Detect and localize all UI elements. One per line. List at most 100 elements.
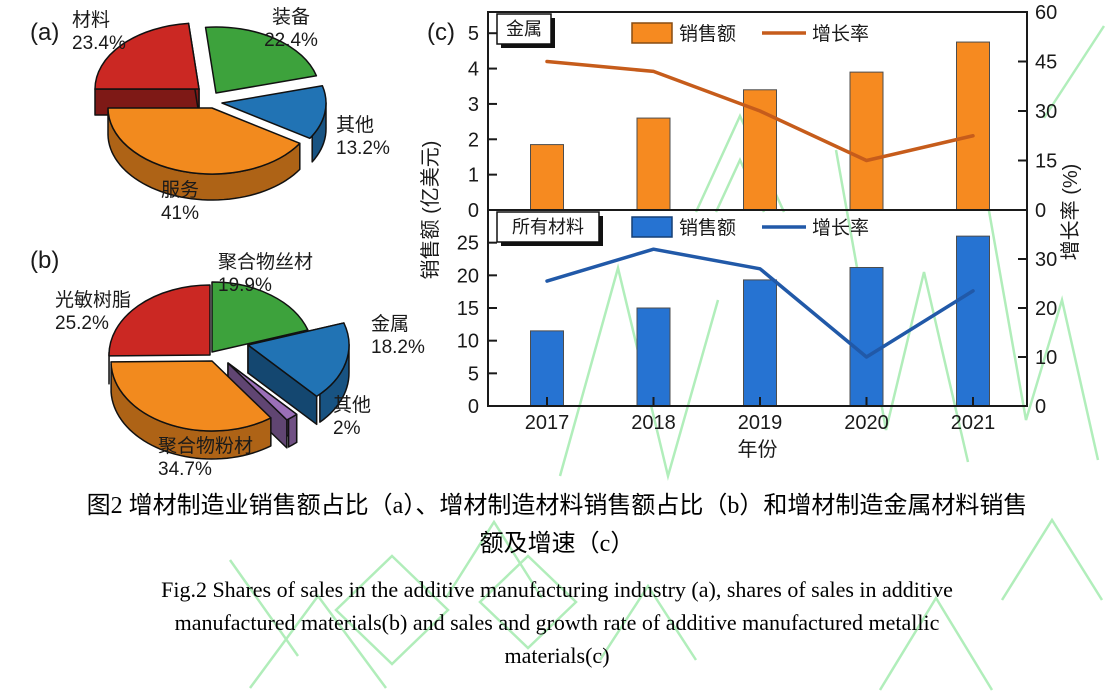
caption-en: Fig.2 Shares of sales in the additive ma… [0,573,1114,672]
pie-slice-top [110,360,272,432]
watermark-shape [1000,517,1104,601]
panel-letter: (a) [30,19,59,46]
left-tick-label: 1 [468,165,479,187]
left-tick-label: 0 [468,396,479,418]
pie-slice-percent: 13.2% [336,138,390,159]
pie-slice-percent: 41% [161,203,199,224]
pie-slice-percent: 22.4% [264,30,318,51]
pie-slice-top [108,284,211,357]
x-axis-title: 年份 [738,438,778,461]
pie-pie_b-slice-0 [211,281,309,353]
pie-slice-percent: 18.2% [371,337,425,358]
right-tick-label: 30 [1035,249,1057,271]
pie-slice-percent: 34.7% [158,459,212,480]
pie-slice-name: 聚合物丝材 [218,251,313,273]
bar-metal-2017 [530,144,564,211]
pie-slice-rim [287,413,298,448]
panel-letter: (b) [30,247,59,274]
line-metal [545,59,975,163]
legend-bar-swatch [631,216,673,238]
pie-slice-percent: 19.9% [218,275,272,296]
left-tick-label: 20 [457,265,479,287]
pie-pie_b-slice-4 [108,284,211,385]
watermark-shape [878,595,994,691]
pie-pie_a-slice-3 [107,107,301,201]
x-tick-label: 2018 [631,412,676,434]
legend-bar-label: 销售额 [679,217,736,239]
pie-slice-top [107,107,301,175]
panel-tag-label: 金属 [506,19,542,39]
pie-slice-name: 其他 [333,394,371,416]
bar-all_materials-2021 [956,235,990,407]
pie-pie_b: 聚合物丝材19.9%金属18.2%其他2%聚合物粉材34.7%光敏树脂25.2%… [30,247,425,480]
plot-frame [487,209,1028,407]
figure-caption: 图2 增材制造业销售额占比（a）、增材制造材料销售额占比（b）和增材制造金属材料… [0,487,1114,672]
pie-pie_b-slice-1 [247,322,350,426]
left-tick-label: 5 [468,363,479,385]
left-tick-label: 3 [468,94,479,116]
x-tick-label: 2019 [738,412,783,434]
pie-slice-top [204,26,318,94]
caption-en-line3: materials(c) [504,643,610,668]
bar-metal-2018 [636,117,671,211]
bar-metal-2021 [956,41,990,211]
watermark-pattern [228,25,1106,691]
watermark-shape [478,554,578,650]
pie-slice-top [221,85,327,140]
pie-slice-name: 材料 [72,9,110,31]
legend-line-label: 增长率 [812,217,869,239]
watermark-shape [248,593,388,689]
combo-panel-all_materials: 0 5 10 15 20 25 0 10 20 30 销售额 增长率 所有材料 [457,209,1057,418]
x-axis: 2017 2018 2019 2020 2021 年份 [525,397,996,461]
pie-pie_a-slice-2 [221,85,327,163]
caption-en-line1: Fig.2 Shares of sales in the additive ma… [161,577,953,602]
bar-all_materials-2017 [530,330,564,407]
left-tick-label: 15 [457,298,479,320]
pie-slice-name: 金属 [371,313,409,335]
x-tick-label: 2021 [951,412,996,434]
right-tick-label: 60 [1035,2,1057,24]
bar-metal-2020 [849,71,884,211]
right-tick-label: 0 [1035,200,1046,222]
line-all_materials [545,247,975,359]
right-tick-label: 0 [1035,396,1046,418]
pie-slice-percent: 23.4% [72,33,126,54]
pie-slice-top [211,281,309,353]
panel-letter: (c) [427,19,455,46]
pie-slice-name: 光敏树脂 [55,289,131,311]
pie-slice-top [94,22,200,90]
right-tick-label: 15 [1035,151,1057,173]
pie-pie_b-label-2: 其他2% [333,394,371,439]
pie-slice-top [247,322,350,398]
right-tick-label: 10 [1035,347,1057,369]
pie-slice-name: 服务 [161,179,199,201]
pie-slice-name: 其他 [336,114,374,136]
left-tick-label: 10 [457,331,479,353]
caption-en-line2: manufactured materials(b) and sales and … [174,610,940,635]
pie-slice-percent: 2% [333,418,361,439]
left-tick-label: 4 [468,59,479,81]
axis-titles: 销售额 (亿美元) 增长率 (%) (c) [419,19,1082,279]
left-tick-label: 0 [468,200,479,222]
legend-line-label: 增长率 [812,23,869,45]
panel-tag-box [496,211,600,243]
pie-slice-name: 聚合物粉材 [158,435,253,457]
x-tick-label: 2017 [525,412,570,434]
caption-zh-line1: 图2 增材制造业销售额占比（a）、增材制造材料销售额占比（b）和增材制造金属材料… [86,493,1028,519]
x-tick-label: 2020 [844,412,889,434]
pie-pie_b-slice-3 [110,360,272,460]
left-tick-label: 5 [468,23,479,45]
watermark-shape [334,554,450,666]
bar-all_materials-2020 [849,266,884,407]
